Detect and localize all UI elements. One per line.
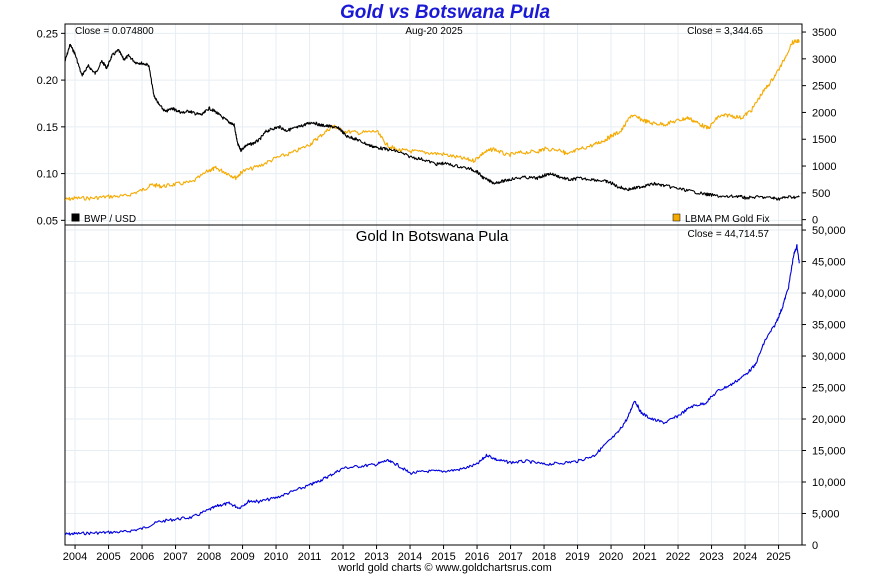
page-title: Gold vs Botswana Pula (339, 2, 551, 23)
top-right-axis: 3500 3000 2500 2000 1500 1000 500 0 (802, 27, 836, 227)
right-tick-label: 500 (812, 188, 830, 200)
x-tick-label: 2017 (498, 551, 522, 563)
bottom-right-tick-label: 10,000 (812, 477, 846, 489)
x-tick-label: 2022 (666, 551, 690, 563)
legend-gold-label: LBMA PM Gold Fix (685, 214, 769, 225)
x-tick-label: 2006 (130, 551, 154, 563)
bottom-panel-title: Gold In Botswana Pula (356, 228, 509, 245)
bottom-right-axis: 50,000 45,000 40,000 35,000 30,000 25,000 20,0… (802, 225, 846, 552)
x-tick-label: 2012 (331, 551, 355, 563)
right-tick-label: 2000 (812, 107, 836, 119)
bottom-right-tick-label: 45,000 (812, 257, 846, 269)
x-tick-label: 2013 (364, 551, 388, 563)
bottom-close-right: Close = 44,714.57 (688, 229, 770, 240)
x-tick-label: 2010 (264, 551, 288, 563)
x-tick-label: 2014 (398, 551, 422, 563)
left-tick-label: 0.10 (37, 169, 58, 181)
legend-bwp-swatch (71, 213, 80, 222)
x-tick-label: 2009 (230, 551, 254, 563)
bottom-series-group (64, 244, 800, 536)
top-close-left: Close = 0.074800 (75, 26, 154, 37)
top-close-right: Close = 3,344.65 (687, 26, 763, 37)
bottom-panel-grid (65, 225, 802, 546)
series-line-lbma-pm-gold-fix (64, 39, 800, 202)
x-tick-label: 2024 (733, 551, 757, 563)
bottom-right-tick-label: 25,000 (812, 383, 846, 395)
right-tick-label: 2500 (812, 81, 836, 93)
x-tick-label: 2016 (465, 551, 489, 563)
x-tick-label: 2004 (63, 551, 87, 563)
left-tick-label: 0.25 (37, 28, 58, 40)
top-date: Aug-20 2025 (405, 26, 463, 37)
bottom-right-tick-label: 30,000 (812, 351, 846, 363)
x-tick-label: 2021 (632, 551, 656, 563)
bottom-right-tick-label: 20,000 (812, 414, 846, 426)
bottom-panel-frame (64, 224, 803, 546)
x-tick-label: 2019 (565, 551, 589, 563)
top-series-group (64, 39, 800, 202)
x-tick-label: 2020 (599, 551, 623, 563)
top-panel-grid (65, 24, 802, 225)
bottom-right-tick-label: 15,000 (812, 446, 846, 458)
series-line-gold-in-botswana-pula (64, 244, 800, 536)
bottom-right-tick-label: 50,000 (812, 225, 846, 237)
x-tick-label: 2007 (163, 551, 187, 563)
left-tick-label: 0.05 (37, 215, 58, 227)
bottom-right-tick-label: 35,000 (812, 320, 846, 332)
x-tick-label: 2005 (96, 551, 120, 563)
legend-bwp-label: BWP / USD (84, 214, 136, 225)
top-left-axis: 0.25 0.20 0.15 0.10 0.05 (37, 28, 65, 227)
footer-credit: world gold charts © www.goldchartsrus.co… (338, 562, 552, 574)
x-tick-label: 2015 (431, 551, 455, 563)
x-tick-label: 2018 (532, 551, 556, 563)
bottom-right-tick-label: 0 (812, 540, 818, 552)
legend-gold-swatch (672, 213, 681, 222)
right-tick-label: 3500 (812, 27, 836, 39)
bottom-right-tick-label: 40,000 (812, 288, 846, 300)
x-tick-label: 2011 (298, 551, 322, 563)
x-tick-label: 2008 (197, 551, 221, 563)
x-tick-label: 2023 (699, 551, 723, 563)
bottom-right-tick-label: 5,000 (812, 509, 840, 521)
series-line-bwp-usd (64, 43, 800, 201)
x-axis: 2004 2005 2006 2007 2008 2009 2010 2011 2012 2013… (63, 545, 791, 563)
right-tick-label: 1500 (812, 134, 836, 146)
left-tick-label: 0.20 (37, 75, 58, 87)
right-tick-label: 0 (812, 215, 818, 227)
right-tick-label: 3000 (812, 54, 836, 66)
right-tick-label: 1000 (812, 161, 836, 173)
x-tick-label: 2025 (766, 551, 790, 563)
left-tick-label: 0.15 (37, 122, 58, 134)
